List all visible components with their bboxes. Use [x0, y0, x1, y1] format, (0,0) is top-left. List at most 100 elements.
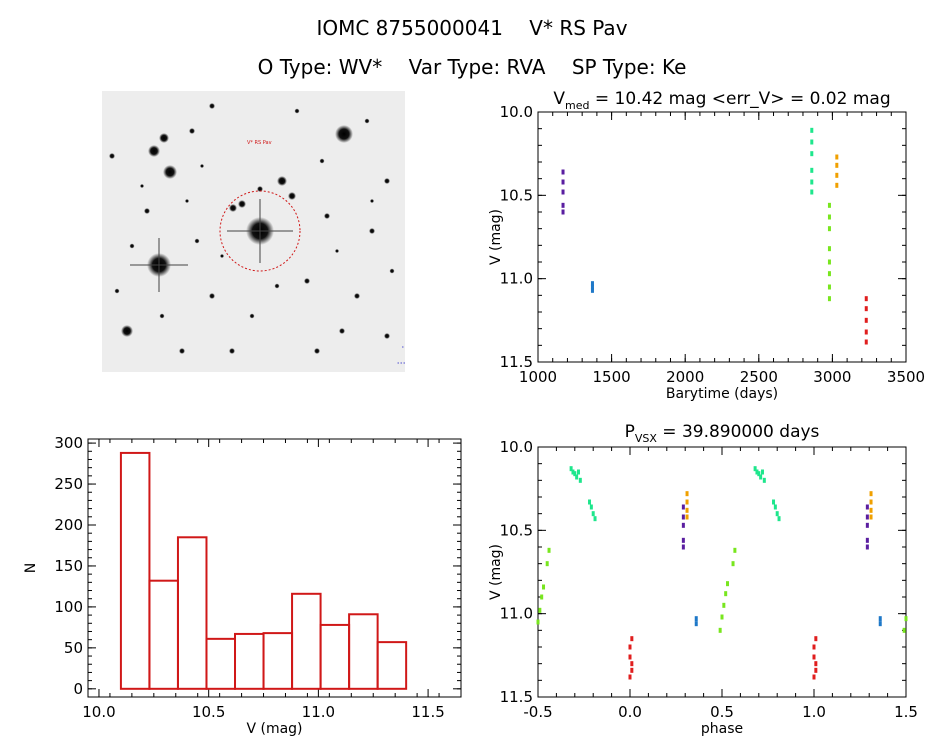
target-aperture-circle: [219, 190, 301, 272]
y-tick-label: 10.0: [500, 438, 533, 456]
data-point: [827, 296, 831, 302]
x-tick-label: 10.0: [82, 703, 115, 721]
y-tick-label: 250: [54, 475, 83, 493]
x-tick-label: 0.0: [618, 703, 642, 721]
data-point: [681, 537, 685, 543]
data-point: [878, 621, 882, 627]
y-axis-label: V (mag): [488, 544, 504, 600]
data-point: [864, 306, 868, 312]
data-point: [814, 661, 818, 667]
data-point: [722, 602, 726, 608]
data-point: [569, 466, 573, 472]
data-point: [685, 514, 689, 520]
data-series-teal: [569, 466, 597, 522]
data-series-red: [864, 296, 868, 345]
data-point: [814, 636, 818, 642]
y-axis-label: N: [23, 563, 39, 573]
data-point: [835, 182, 839, 188]
data-point: [576, 469, 580, 475]
data-point: [561, 179, 565, 185]
data-point: [902, 627, 906, 633]
data-series-red: [628, 636, 818, 680]
data-point: [869, 499, 873, 505]
data-point: [864, 296, 868, 302]
plot-frame: [537, 111, 907, 363]
y-tick-label: 300: [54, 434, 83, 452]
data-point: [810, 189, 814, 195]
data-point: [628, 644, 632, 650]
data-point: [681, 514, 685, 520]
data-point: [590, 281, 594, 287]
data-point: [589, 504, 593, 510]
y-tick-label: 10.5: [500, 186, 533, 204]
data-point: [812, 674, 816, 680]
data-point: [536, 619, 540, 625]
data-point: [904, 616, 908, 622]
data-point: [681, 504, 685, 510]
light-curve-title: Vmed = 10.42 mag <err_V> = 0.02 mag: [553, 89, 890, 112]
x-tick-label: -0.5: [523, 703, 552, 721]
data-point: [812, 654, 816, 660]
data-point: [835, 172, 839, 178]
data-point: [681, 544, 685, 550]
data-point: [814, 667, 818, 673]
phase-curve-title: PVSX = 39.890000 days: [625, 422, 820, 445]
data-point: [538, 607, 542, 613]
data-point: [630, 667, 634, 673]
data-point: [775, 511, 779, 517]
data-point: [630, 636, 634, 642]
data-point: [810, 167, 814, 173]
x-axis-label: phase: [701, 721, 743, 737]
data-point: [755, 469, 759, 475]
histogram-bar: [376, 641, 408, 690]
data-series-blue: [590, 281, 594, 293]
data-point: [812, 644, 816, 650]
data-point: [561, 169, 565, 175]
x-tick-label: 11.0: [302, 703, 335, 721]
data-series-purple: [681, 504, 685, 550]
y-tick-label: 150: [54, 557, 83, 575]
data-series-purple: [561, 169, 565, 215]
data-point: [685, 491, 689, 497]
y-tick-label: 11.5: [500, 688, 533, 706]
histogram-bars: [119, 451, 408, 690]
x-tick-label: 0.5: [710, 703, 734, 721]
data-point: [685, 507, 689, 513]
data-point: [757, 471, 761, 477]
histogram-bar: [176, 536, 208, 690]
y-tick-label: 200: [54, 516, 83, 534]
data-point: [760, 469, 764, 475]
data-point: [835, 162, 839, 168]
data-point: [571, 469, 575, 475]
data-point: [827, 259, 831, 265]
data-point: [545, 561, 549, 567]
plot-frame: [537, 446, 907, 698]
x-tick-label: 1.5: [894, 703, 918, 721]
y-tick-label: 10.5: [500, 521, 533, 539]
data-series-teal: [810, 127, 814, 195]
y-tick-label: 10.0: [500, 103, 533, 121]
data-point: [733, 547, 737, 553]
plot-frame: [87, 438, 462, 698]
data-series-orange: [835, 154, 839, 188]
x-axis-label: Barytime (days): [666, 386, 778, 402]
data-point: [590, 284, 594, 290]
data-point: [575, 474, 579, 480]
data-point: [561, 209, 565, 215]
x-tick-label: 11.5: [411, 703, 444, 721]
data-point: [561, 189, 565, 195]
data-point: [573, 471, 577, 477]
data-series-orange: [685, 491, 689, 520]
data-point: [593, 516, 597, 522]
x-tick-label: 1000: [519, 368, 557, 386]
variability-type: Var Type: RVA: [408, 55, 546, 79]
x-tick-label: 2000: [666, 368, 704, 386]
catalog-id: IOMC 8755000041: [316, 16, 503, 40]
data-point: [869, 491, 873, 497]
data-point: [864, 329, 868, 335]
data-point: [724, 591, 728, 597]
x-tick-label: 2500: [740, 368, 778, 386]
y-axis-label: V (mag): [488, 209, 504, 265]
data-point: [547, 547, 551, 553]
